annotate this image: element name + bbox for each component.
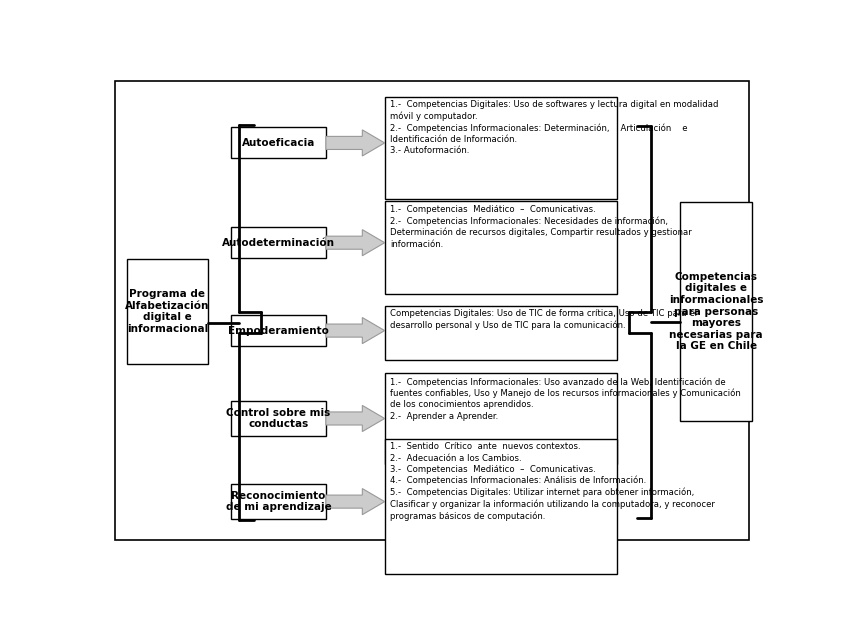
- Text: 1.-  Competencias  Mediático  –  Comunicativas.
2.-  Competencias Informacionale: 1.- Competencias Mediático – Comunicativ…: [390, 205, 691, 249]
- Text: Control sobre mis
conductas: Control sobre mis conductas: [227, 408, 330, 429]
- Text: 1.-  Competencias Digitales: Uso de softwares y lectura digital en modalidad
móv: 1.- Competencias Digitales: Uso de softw…: [390, 101, 718, 155]
- Bar: [384, 305, 616, 360]
- Bar: [126, 259, 208, 364]
- Bar: [384, 373, 616, 463]
- Text: Empoderamiento: Empoderamiento: [228, 326, 329, 336]
- Polygon shape: [326, 230, 384, 256]
- Bar: [231, 227, 326, 258]
- Bar: [384, 201, 616, 294]
- Text: Competencias
digitales e
informacionales
para personas
mayores
necesarias para
l: Competencias digitales e informacionales…: [669, 271, 764, 352]
- Text: Reconocimiento
de mi aprendizaje: Reconocimiento de mi aprendizaje: [226, 491, 331, 513]
- Polygon shape: [326, 318, 384, 344]
- Bar: [384, 97, 616, 199]
- Polygon shape: [326, 130, 384, 156]
- Polygon shape: [326, 489, 384, 515]
- Text: Autoeficacia: Autoeficacia: [242, 138, 315, 148]
- Text: Autodeterminación: Autodeterminación: [222, 238, 335, 247]
- Bar: [231, 484, 326, 520]
- Text: 1.-  Competencias Informacionales: Uso avanzado de la Web, Identificación de
fue: 1.- Competencias Informacionales: Uso av…: [390, 377, 741, 421]
- Polygon shape: [326, 405, 384, 431]
- Bar: [231, 315, 326, 346]
- Bar: [680, 202, 752, 421]
- Bar: [231, 400, 326, 436]
- Text: 1.-  Sentido  Crítico  ante  nuevos contextos.
2.-  Adecuación a los Cambios.
3.: 1.- Sentido Crítico ante nuevos contexto…: [390, 442, 715, 521]
- Bar: [231, 128, 326, 159]
- Text: Programa de
Alfabetización
digital e
informacional: Programa de Alfabetización digital e inf…: [126, 289, 210, 334]
- Text: Competencias Digitales: Uso de TIC de forma crítica, Uso de TIC para el
desarrol: Competencias Digitales: Uso de TIC de fo…: [390, 310, 697, 330]
- Bar: [384, 439, 616, 574]
